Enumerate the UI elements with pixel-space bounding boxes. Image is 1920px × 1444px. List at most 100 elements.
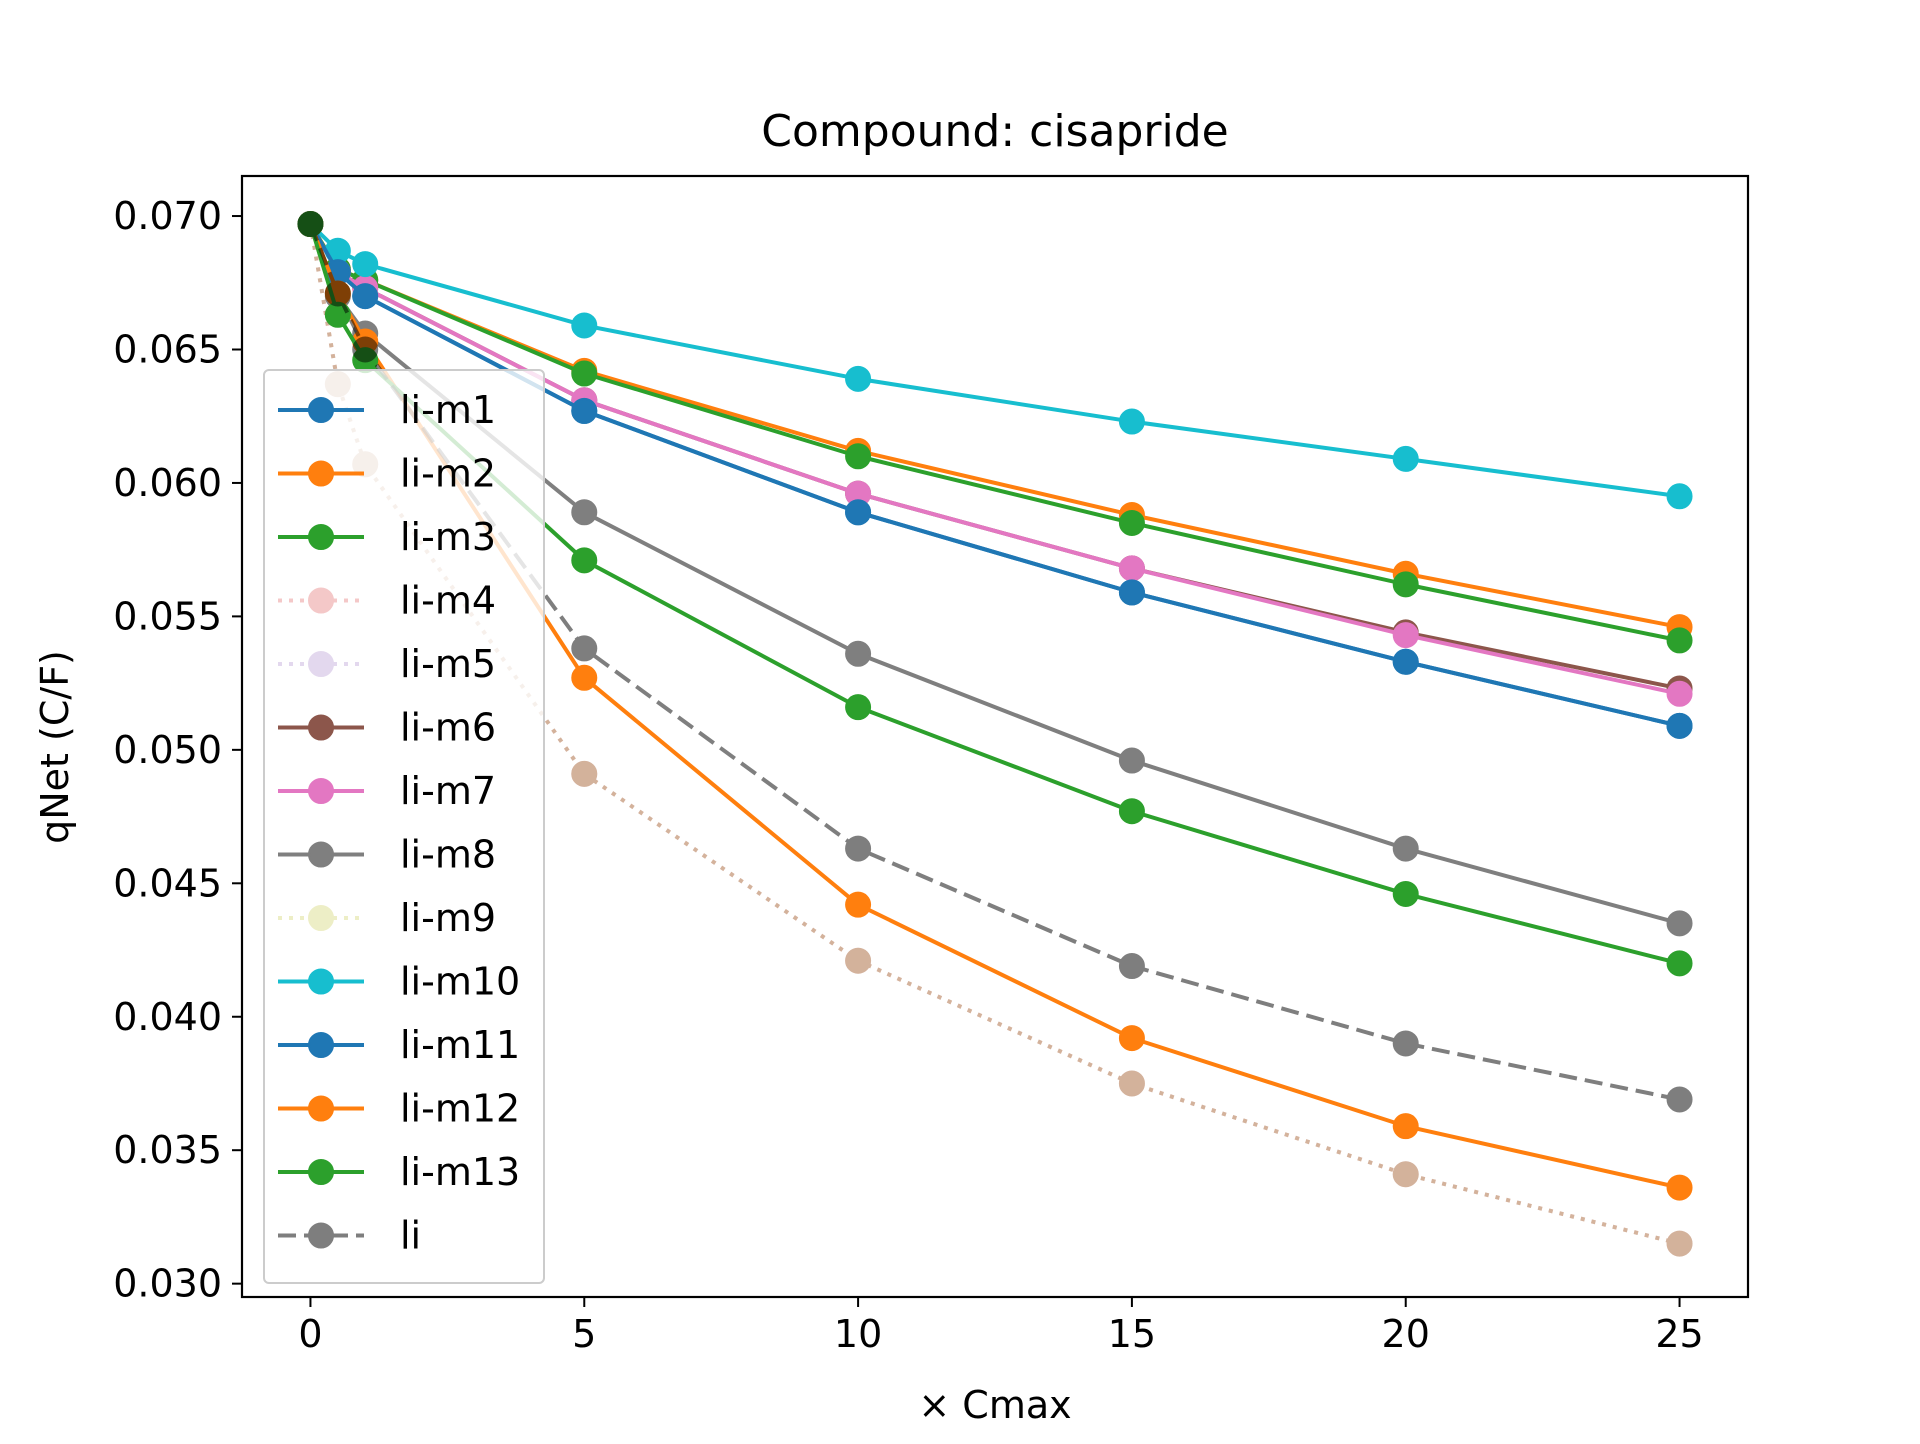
legend-item-li-m11: li-m11: [278, 1023, 520, 1067]
y-tick-label: 0.060: [113, 461, 222, 505]
data-point: [1392, 880, 1419, 907]
y-tick-label: 0.040: [113, 995, 222, 1039]
legend-label: li-m8: [400, 833, 496, 877]
legend-marker: [308, 397, 334, 423]
y-tick-label: 0.070: [113, 194, 222, 238]
x-tick-label: 25: [1655, 1312, 1703, 1356]
legend-label: li-m3: [400, 515, 496, 559]
legend: li-m1 li-m2 li-m3 li-m4 li-m5 li-m6 li-m7 li-m8…: [263, 369, 545, 1284]
legend-swatch: [278, 1032, 364, 1058]
legend-marker: [308, 1095, 334, 1122]
legend-marker: [308, 1222, 334, 1249]
legend-label: li-m6: [400, 706, 496, 750]
data-point: [571, 397, 598, 424]
legend-swatch: [278, 778, 364, 804]
legend-marker: [308, 587, 334, 614]
data-point: [845, 947, 872, 974]
data-point: [297, 211, 324, 238]
x-tick-label: 10: [834, 1312, 882, 1356]
legend-label: li: [400, 1214, 421, 1258]
data-point: [845, 947, 872, 974]
x-tick-label: 20: [1382, 1312, 1430, 1356]
legend-item-li-m9: li-m9: [278, 896, 496, 940]
data-point: [1666, 1174, 1693, 1201]
data-point: [1392, 1161, 1419, 1188]
data-point: [571, 635, 598, 662]
legend-marker: [308, 841, 334, 868]
data-point: [845, 694, 872, 721]
ticks-layer: 0 5 10 15 20 25 0.030 0.035 0.040 0.045 0.050 0.055…: [113, 194, 1704, 1356]
data-point: [571, 760, 598, 787]
data-point: [1392, 1113, 1419, 1140]
legend-marker: [308, 778, 334, 804]
legend-label: li-m4: [400, 579, 496, 623]
y-tick-label: 0.045: [113, 861, 222, 905]
data-point: [845, 640, 872, 667]
legend-swatch: [278, 968, 364, 995]
legend-item-li-m4: li-m4: [278, 579, 496, 623]
legend-label: li-m11: [400, 1023, 520, 1067]
legend-item-li-m2: li-m2: [278, 452, 496, 496]
data-point: [1118, 408, 1145, 435]
legend-label: li-m7: [400, 769, 496, 813]
data-point: [1392, 1161, 1419, 1188]
legend-item-li-m8: li-m8: [278, 833, 496, 877]
data-point: [571, 312, 598, 339]
legend-swatch: [278, 587, 364, 614]
legend-swatch: [278, 841, 364, 868]
x-tick-label: 15: [1108, 1312, 1156, 1356]
legend-item-li: li: [278, 1214, 421, 1258]
data-point: [1666, 483, 1693, 510]
data-point: [324, 280, 351, 307]
legend-marker: [308, 460, 334, 487]
data-point: [1118, 1070, 1145, 1097]
data-point: [571, 760, 598, 787]
data-point: [1666, 712, 1693, 739]
legend-label: li-m1: [400, 388, 496, 432]
data-point: [1118, 1070, 1145, 1097]
data-point: [1392, 1161, 1419, 1188]
data-point: [571, 664, 598, 691]
legend-box: [263, 369, 545, 1284]
y-tick-label: 0.065: [113, 327, 222, 371]
data-point: [1392, 835, 1419, 862]
legend-marker: [308, 524, 334, 550]
data-point: [571, 499, 598, 526]
legend-marker: [308, 1032, 334, 1058]
plot-area: [297, 211, 1693, 1257]
legend-swatch: [278, 651, 364, 677]
data-point: [1666, 950, 1693, 977]
data-point: [571, 547, 598, 574]
data-point: [1118, 1070, 1145, 1097]
legend-item-li-m3: li-m3: [278, 515, 496, 559]
data-point: [1392, 571, 1419, 598]
data-point: [1118, 953, 1145, 980]
legend-swatch: [278, 905, 364, 931]
y-tick-label: 0.050: [113, 728, 222, 772]
legend-item-li-m5: li-m5: [278, 642, 496, 686]
data-point: [1666, 1086, 1693, 1113]
data-point: [1666, 1230, 1693, 1257]
legend-item-li-m12: li-m12: [278, 1087, 520, 1131]
data-point: [1666, 627, 1693, 654]
legend-item-li-m7: li-m7: [278, 769, 496, 813]
data-point: [1666, 680, 1693, 707]
data-point: [1666, 1230, 1693, 1257]
chart-title: Compound: cisapride: [761, 106, 1228, 157]
x-axis-label: × Cmax: [918, 1383, 1071, 1427]
series-li: [297, 211, 1693, 1113]
y-tick-label: 0.030: [113, 1262, 222, 1306]
data-point: [352, 283, 379, 310]
data-point: [1118, 509, 1145, 536]
y-tick-label: 0.035: [113, 1128, 222, 1172]
data-point: [1118, 555, 1145, 582]
legend-swatch: [278, 397, 364, 423]
data-point: [1118, 1025, 1145, 1052]
legend-label: li-m13: [400, 1150, 520, 1194]
data-point: [845, 443, 872, 470]
legend-swatch: [278, 524, 364, 550]
data-point: [1118, 579, 1145, 606]
data-point: [1666, 910, 1693, 937]
